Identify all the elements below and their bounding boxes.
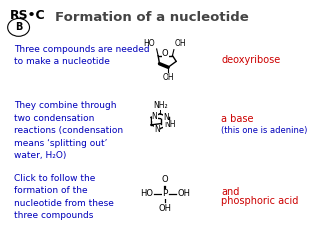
Text: O: O: [162, 175, 169, 184]
Text: N: N: [152, 112, 157, 121]
Text: OH: OH: [159, 204, 172, 213]
Text: They combine through
two condensation
reactions (condensation
means ‘splitting o: They combine through two condensation re…: [14, 101, 124, 160]
Text: N: N: [164, 113, 169, 122]
Text: HO: HO: [140, 189, 153, 198]
Text: a base: a base: [221, 114, 254, 124]
Text: OH: OH: [177, 189, 190, 198]
Text: deoxyribose: deoxyribose: [221, 55, 281, 65]
Text: and: and: [221, 186, 240, 197]
Text: Click to follow the
formation of the
nucleotide from these
three compounds: Click to follow the formation of the nuc…: [14, 174, 114, 220]
Text: Formation of a nucleotide: Formation of a nucleotide: [55, 11, 249, 24]
Text: N: N: [154, 125, 159, 134]
Text: (this one is adenine): (this one is adenine): [221, 126, 308, 135]
Text: NH: NH: [164, 120, 176, 129]
Text: P: P: [163, 189, 168, 198]
Text: N: N: [163, 119, 169, 128]
Text: NH₂: NH₂: [153, 101, 167, 109]
Text: RS•C: RS•C: [10, 9, 45, 22]
Text: phosphoric acid: phosphoric acid: [221, 196, 299, 206]
Text: OH: OH: [162, 73, 174, 82]
Text: O: O: [162, 49, 169, 58]
Text: Three compounds are needed
to make a nucleotide: Three compounds are needed to make a nuc…: [14, 45, 150, 66]
Text: OH: OH: [175, 40, 186, 48]
Text: HO: HO: [144, 39, 155, 48]
Text: B: B: [15, 22, 22, 32]
